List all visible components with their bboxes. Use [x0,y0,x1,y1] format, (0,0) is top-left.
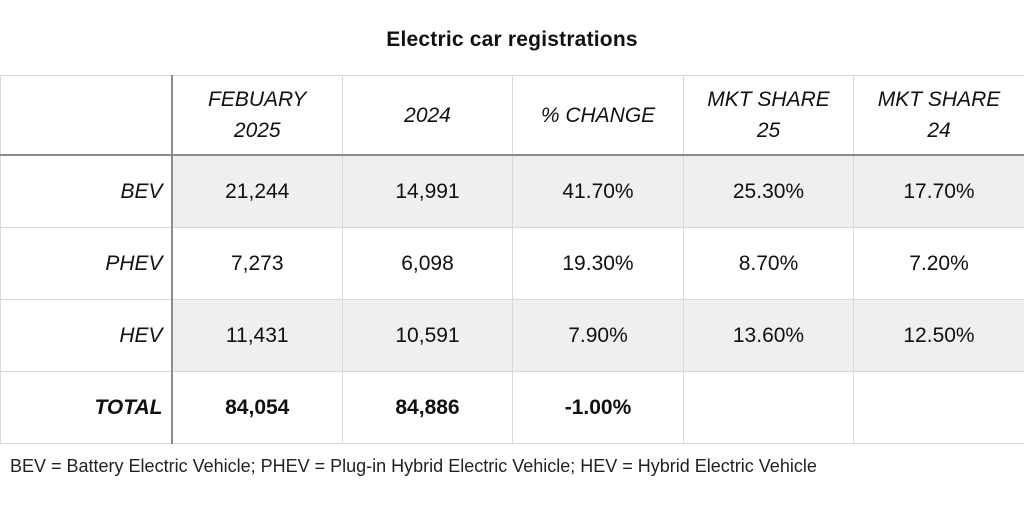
column-header-pct-change: % CHANGE [512,75,684,156]
row-label: PHEV [0,227,173,300]
table-row-hev: HEV 11,431 10,591 7.90% 13.60% 12.50% [0,299,1024,372]
table-cell [853,371,1024,444]
table-cell: -1.00% [512,371,684,444]
table-row-total: TOTAL 84,054 84,886 -1.00% [0,371,1024,444]
column-header-feb-2025: FEBUARY 2025 [171,75,343,156]
header-row: FEBUARY 2025 2024 % CHANGE MKT SHARE 25 … [0,75,1024,156]
table-cell: 7,273 [171,227,343,300]
table-title: Electric car registrations [386,28,638,51]
table-cell: 7.90% [512,299,684,372]
column-header-line: FEBUARY [208,88,307,111]
row-label: HEV [0,299,173,372]
column-header-line: 25 [756,119,781,142]
table-cell: 8.70% [683,227,854,300]
column-header-2024: 2024 [342,75,513,156]
table-cell: 6,098 [342,227,513,300]
table-cell: 11,431 [171,299,343,372]
corner-cell [0,75,173,156]
column-header-mkt-share-25: MKT SHARE 25 [683,75,854,156]
table-cell: 7.20% [853,227,1024,300]
column-header-line: MKT SHARE [877,88,1001,111]
table-cell: 14,991 [342,154,513,228]
table-cell: 17.70% [853,154,1024,228]
table-cell [683,371,854,444]
table-cell: 84,886 [342,371,513,444]
footnote: BEV = Battery Electric Vehicle; PHEV = P… [10,456,817,476]
table-cell: 84,054 [171,371,343,444]
row-label: BEV [0,154,173,228]
column-header-line: 2024 [404,103,451,127]
table-cell: 21,244 [171,154,343,228]
row-label: TOTAL [0,371,173,444]
table-cell: 10,591 [342,299,513,372]
column-header-line: 2025 [233,119,281,142]
table-cell: 13.60% [683,299,854,372]
table-cell: 12.50% [853,299,1024,372]
column-header-mkt-share-24: MKT SHARE 24 [853,75,1024,156]
column-header-line: MKT SHARE [707,88,830,111]
column-header-line: 24 [927,119,951,142]
table-cell: 41.70% [512,154,684,228]
registrations-table: FEBUARY 2025 2024 % CHANGE MKT SHARE 25 … [0,75,1024,444]
table-cell: 25.30% [683,154,854,228]
table-cell: 19.30% [512,227,684,300]
column-header-line: % CHANGE [540,103,656,127]
table-row-phev: PHEV 7,273 6,098 19.30% 8.70% 7.20% [0,227,1024,300]
table-row-bev: BEV 21,244 14,991 41.70% 25.30% 17.70% [0,154,1024,228]
